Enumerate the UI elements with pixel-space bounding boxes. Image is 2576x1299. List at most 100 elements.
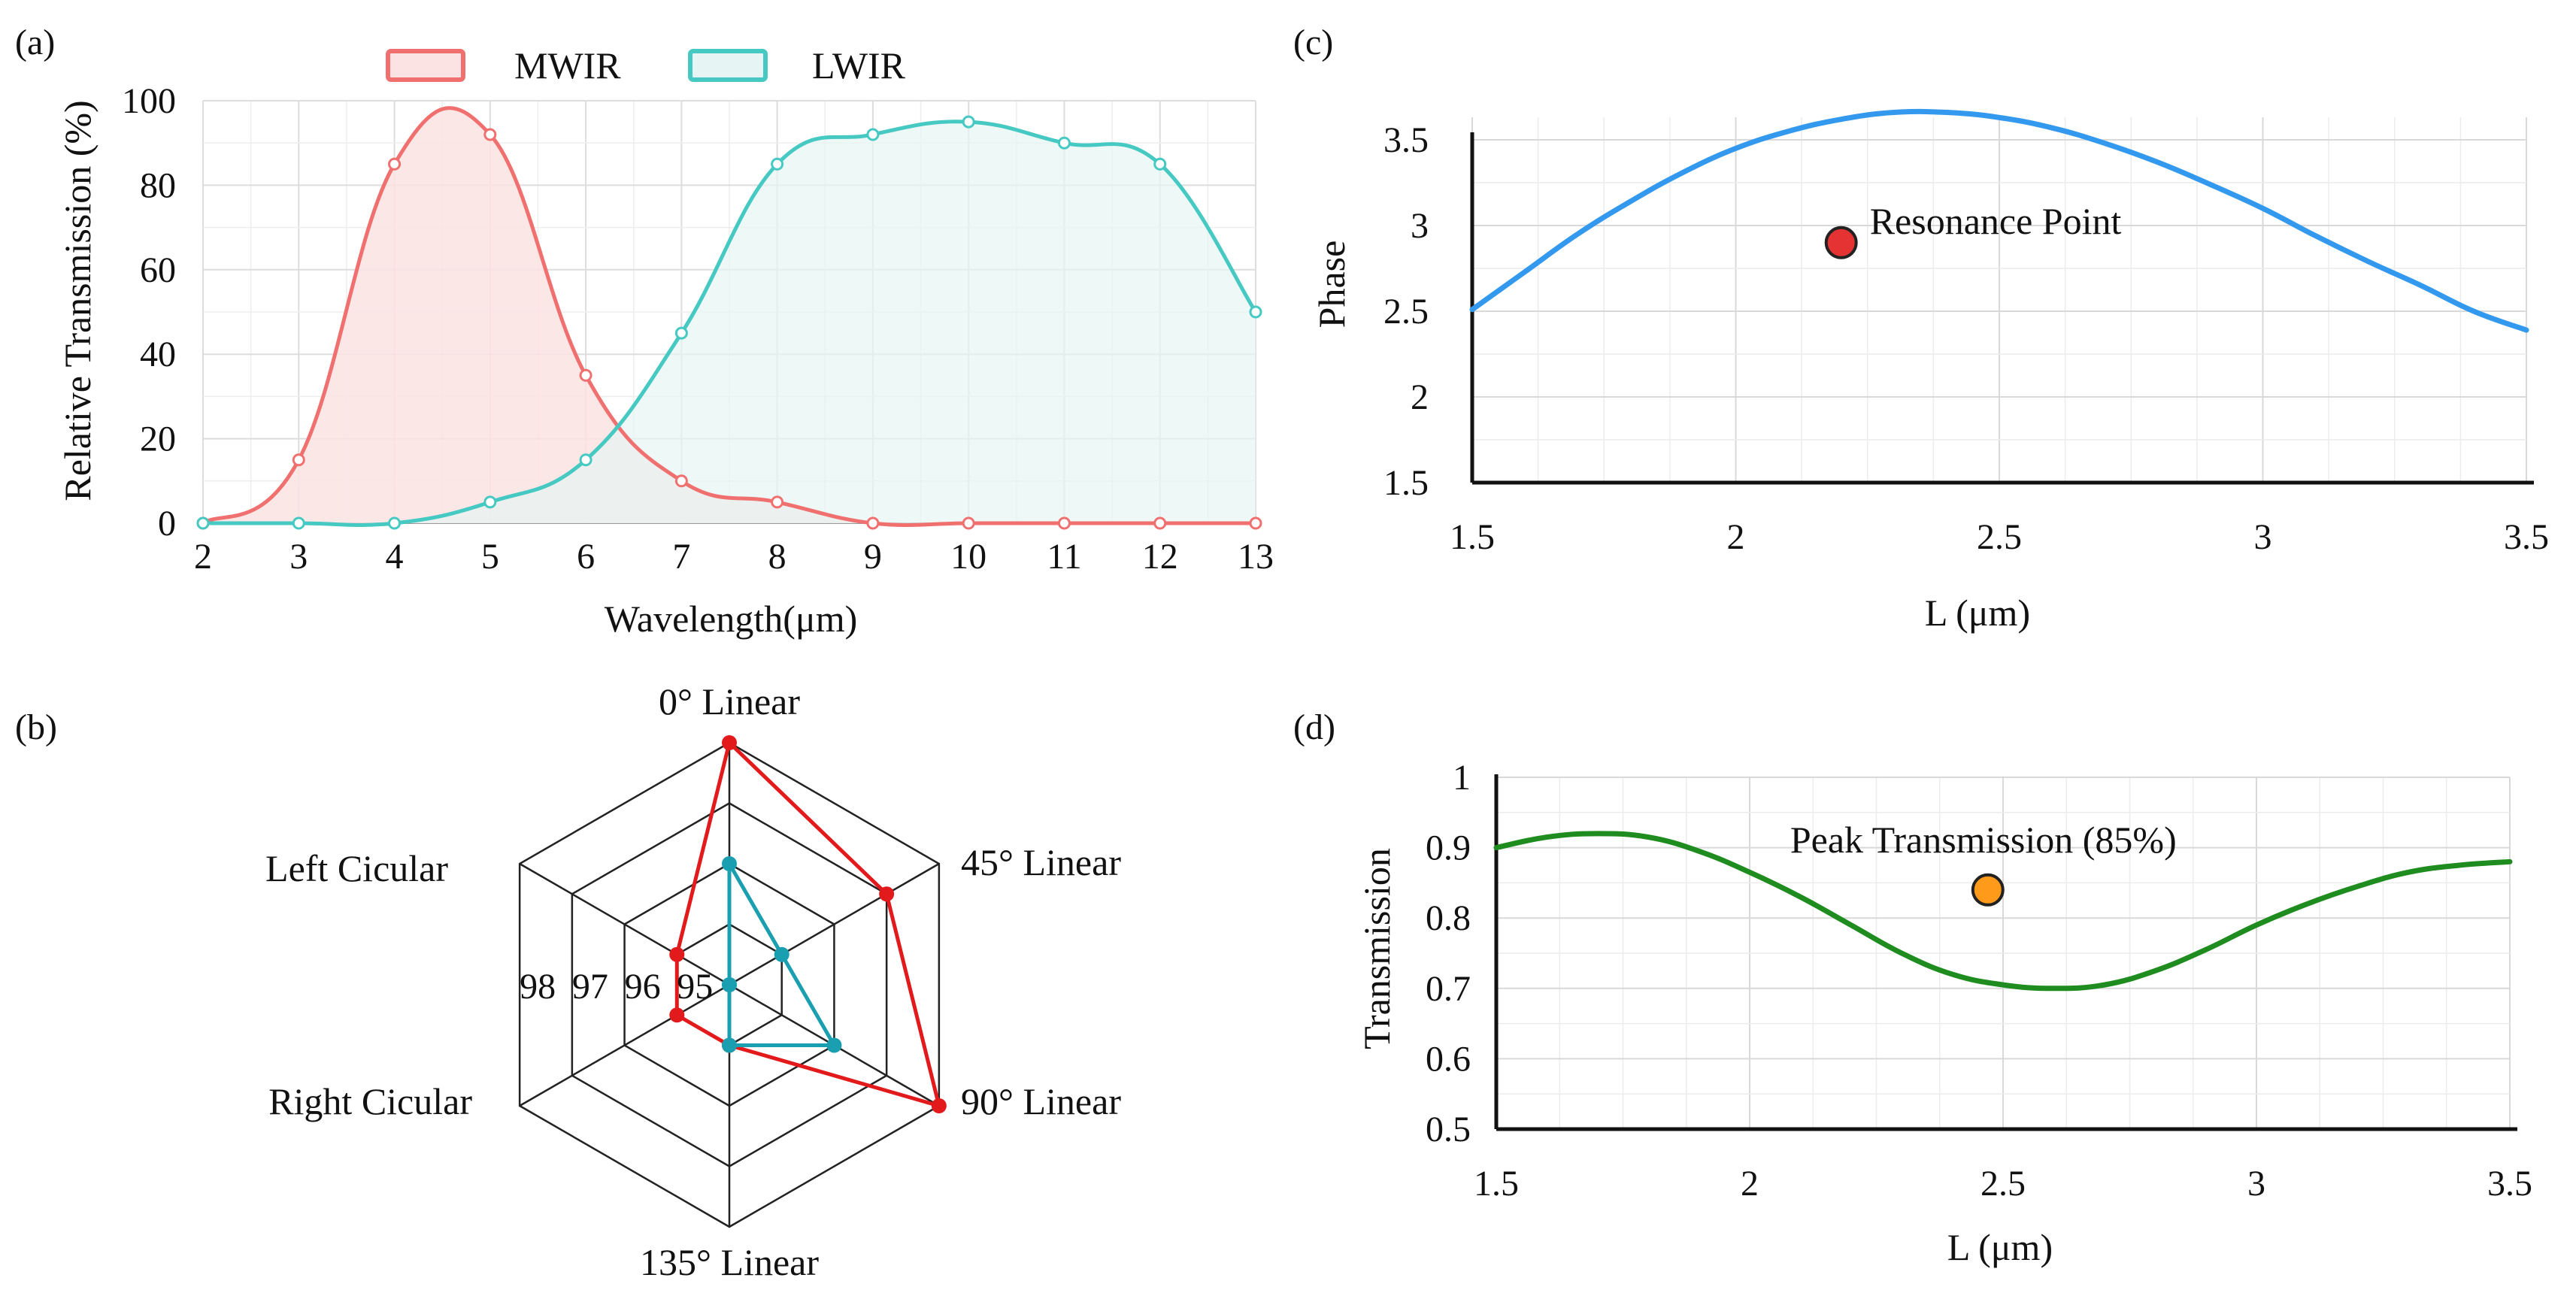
y-tick-label: 80 (140, 165, 176, 205)
point-lwir (579, 453, 592, 467)
y-tick-label: 2 (1411, 377, 1429, 417)
panel-d-label: (d) (1293, 707, 1335, 747)
panel-a-ylabel: Relative Transmission (%) (56, 100, 98, 501)
y-tick-label: 60 (140, 250, 176, 290)
x-tick-label: 13 (1238, 537, 1274, 577)
point-mwir (1153, 516, 1167, 530)
panel-a-points (196, 115, 1262, 530)
x-tick-label: 3 (2254, 517, 2272, 557)
y-tick-label: 1 (1453, 758, 1471, 798)
panel-a-tick-labels: 2 3 4 5 6 7 8 9 10 11 12 13 0 20 40 60 80 100 (122, 81, 1274, 577)
x-tick-label: 9 (864, 537, 882, 577)
panel-c-ylabel: Phase (1311, 241, 1353, 329)
point-mwir (771, 495, 784, 509)
legend-label-mwir: MWIR (514, 44, 621, 86)
data-line (1493, 831, 2513, 992)
radar-point (669, 946, 685, 962)
panel-d-grid (1494, 774, 2517, 1131)
radar-series (669, 735, 947, 1113)
x-tick-label: 3 (2247, 1164, 2265, 1204)
point-lwir (388, 516, 402, 530)
x-tick-label: 4 (386, 537, 404, 577)
panel-a-areas (203, 107, 1256, 525)
radar-ring-label: 98 (520, 967, 556, 1007)
radar-point (774, 946, 789, 962)
x-tick-label: 3.5 (2504, 517, 2549, 557)
x-tick-label: 11 (1047, 537, 1081, 577)
point-lwir (196, 516, 210, 530)
panel-d-annotation: Peak Transmission (85%) (1790, 819, 2177, 907)
panel-c-line (1469, 108, 2529, 333)
panel-d-tick-labels: 1.5 2 2.5 3 3.5 0.5 0.6 0.7 0.8 0.9 1 (1426, 758, 2532, 1204)
panel-a-xlabel: Wavelength(μm) (605, 598, 858, 640)
x-tick-label: 6 (577, 537, 595, 577)
panel-b: (b) 0° Linear 45° Linear 90° Linear 135° Li… (15, 680, 1121, 1283)
radar-point (669, 1007, 685, 1023)
y-tick-label: 3 (1411, 206, 1429, 246)
annotation-label: Resonance Point (1870, 200, 2122, 242)
point-lwir (1153, 157, 1167, 171)
radar-series-2 (727, 856, 838, 1047)
point-lwir (674, 326, 688, 340)
x-tick-label: 1.5 (1474, 1164, 1519, 1204)
radar-spoke (519, 862, 730, 986)
point-mwir (1249, 516, 1262, 530)
panel-c-grid (1470, 117, 2534, 485)
x-tick-label: 8 (768, 537, 786, 577)
y-tick-label: 2.5 (1383, 292, 1429, 332)
panel-d-ylabel: Transmission (1356, 848, 1398, 1049)
y-tick-label: 0 (158, 504, 176, 544)
radar-point (931, 1098, 947, 1113)
panel-c-annotation: Resonance Point (1824, 200, 2122, 259)
radar-axis-labels: 0° Linear 45° Linear 90° Linear 135° Linear… (265, 680, 1121, 1283)
radar-axis-label: 135° Linear (640, 1241, 819, 1283)
radar-axis-label: Right Cicular (268, 1080, 472, 1122)
legend-swatch-lwir (688, 49, 768, 82)
x-tick-label: 2 (1741, 1164, 1759, 1204)
x-tick-label: 2.5 (1980, 1164, 2026, 1204)
x-tick-label: 7 (672, 537, 690, 577)
point-lwir (1057, 136, 1071, 150)
point-lwir (866, 128, 880, 141)
x-tick-label: 10 (950, 537, 986, 577)
y-tick-label: 0.5 (1426, 1110, 1471, 1149)
panel-d-line (1493, 831, 2513, 992)
panel-a-label: (a) (15, 23, 55, 62)
radar-spoke (519, 983, 730, 1107)
point-mwir (962, 516, 975, 530)
y-tick-label: 0.6 (1426, 1039, 1471, 1079)
point-lwir (483, 495, 497, 509)
panel-c-label: (c) (1293, 23, 1333, 62)
panel-a-legend[interactable]: MWIR LWIR (386, 44, 906, 86)
point-mwir (388, 157, 402, 171)
radar-ring-label: 97 (572, 967, 608, 1007)
legend-label-lwir: LWIR (812, 44, 906, 86)
x-tick-label: 5 (481, 537, 499, 577)
x-tick-label: 3 (289, 537, 308, 577)
y-tick-label: 100 (122, 81, 176, 121)
legend-swatch-mwir (386, 49, 465, 82)
y-tick-label: 40 (140, 335, 176, 374)
x-tick-label: 3.5 (2487, 1164, 2532, 1204)
radar-axis-label: 45° Linear (961, 841, 1121, 883)
panel-b-label: (b) (15, 707, 57, 747)
point-lwir (771, 157, 784, 171)
y-tick-label: 0.7 (1426, 969, 1471, 1009)
radar-series-1 (674, 739, 942, 1109)
radar-point (722, 1037, 737, 1053)
radar-point (722, 856, 737, 871)
panel-c-xlabel: L (μm) (1925, 592, 2030, 634)
x-tick-label: 12 (1142, 537, 1178, 577)
annotation-marker (1824, 226, 1858, 259)
point-mwir (292, 453, 305, 467)
radar-axis-label: 90° Linear (961, 1080, 1121, 1122)
panel-d: (d) 1.5 2 2.5 3 3.5 0.5 0.6 0.7 0.8 0.9 1 Peak Tra… (1293, 707, 2532, 1268)
radar-point (722, 977, 737, 992)
point-lwir (962, 115, 975, 129)
annotation-marker (1971, 873, 2005, 907)
point-mwir (866, 516, 880, 530)
area-mwir (203, 107, 1256, 525)
point-lwir (1249, 305, 1262, 319)
radar-point (722, 735, 737, 750)
area-lwir (203, 121, 1256, 525)
